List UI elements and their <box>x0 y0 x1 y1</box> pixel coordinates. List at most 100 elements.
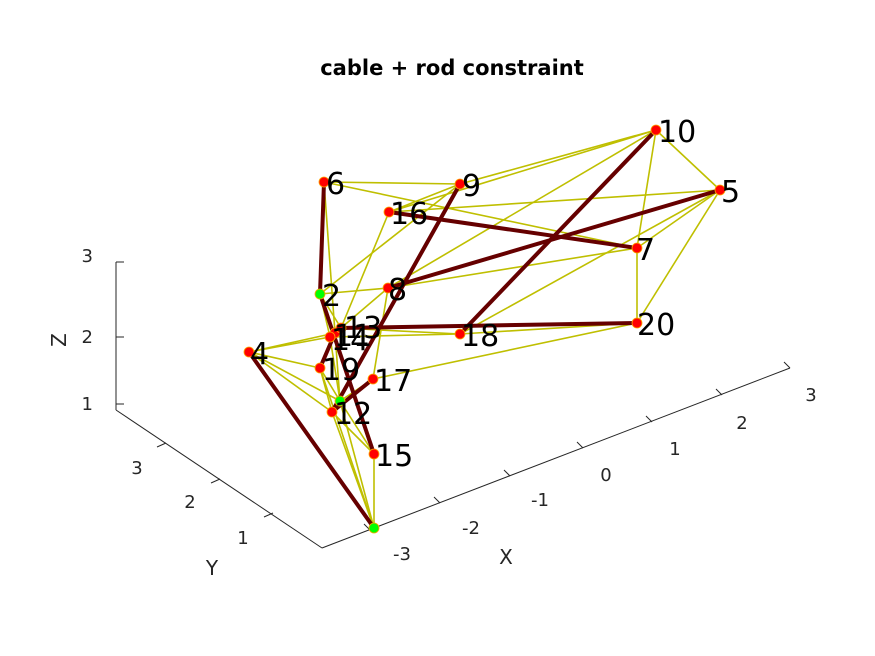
chart-title: cable + rod constraint <box>320 56 584 80</box>
cable-5-18 <box>459 189 721 335</box>
rod-16-7 <box>387 210 639 250</box>
node-label-13: 13 <box>344 311 382 346</box>
rod-4-1 <box>247 350 376 530</box>
cable-4-3 <box>248 351 341 402</box>
node-label-2: 2 <box>322 279 341 314</box>
y-tick-mark <box>210 478 221 484</box>
node-label-18: 18 <box>461 319 499 354</box>
x-tick-mark <box>503 469 511 477</box>
z-tick-label: 1 <box>82 394 93 415</box>
x-tick-mark <box>715 388 723 396</box>
cable-7-8 <box>387 247 638 289</box>
node-7 <box>631 242 643 254</box>
rods <box>247 128 722 530</box>
x-tick-label: 2 <box>736 413 747 434</box>
cable-6-9 <box>323 181 461 185</box>
rod-5-8 <box>386 188 722 290</box>
y-tick-label: 1 <box>237 528 248 549</box>
node-14 <box>324 331 336 343</box>
cable-10-8 <box>387 129 657 289</box>
rod-10-18 <box>458 128 658 336</box>
y-axis-label: Y <box>205 556 219 580</box>
node-18 <box>454 328 466 340</box>
cable-4-11 <box>248 332 336 353</box>
node-6 <box>318 176 330 188</box>
cable-9-2 <box>319 183 461 295</box>
cable-9-16 <box>388 183 461 213</box>
x-tick-label: 3 <box>805 385 816 406</box>
x-tick-mark <box>783 361 791 369</box>
node-9 <box>454 178 466 190</box>
x-tick-mark <box>645 415 653 423</box>
node-label-14: 14 <box>331 323 369 358</box>
node-label-12: 12 <box>334 397 372 432</box>
node-19 <box>314 362 326 374</box>
x-tick-label: 0 <box>600 465 611 486</box>
node-label-8: 8 <box>388 273 407 308</box>
cable-9-10 <box>459 129 657 185</box>
nodes <box>243 124 726 534</box>
node-label-17: 17 <box>374 364 412 399</box>
node-label-4: 4 <box>250 337 269 372</box>
x-tick-mark <box>576 441 584 449</box>
x-tick-label: 1 <box>669 439 680 460</box>
node-20 <box>631 317 643 329</box>
node-5 <box>714 184 726 196</box>
cable-8-17 <box>372 287 389 380</box>
y-tick-label: 3 <box>131 458 142 479</box>
node-label-16: 16 <box>390 197 428 232</box>
y-tick-mark <box>263 512 274 518</box>
x-tick-label: -2 <box>462 518 480 539</box>
node-2 <box>314 288 326 300</box>
node-label-10: 10 <box>658 115 696 150</box>
cable-6-7 <box>323 181 638 249</box>
node-3 <box>334 395 346 407</box>
node-17 <box>367 373 379 385</box>
cable-2-8 <box>319 287 389 295</box>
y-tick-mark <box>156 442 167 448</box>
cable-12-15 <box>331 411 375 455</box>
cable-4-19 <box>248 351 321 369</box>
cable-19-3 <box>319 367 341 402</box>
cable-5-20 <box>636 189 721 324</box>
cable-10-5 <box>655 129 721 191</box>
node-label-15: 15 <box>375 439 413 474</box>
node-label-7: 7 <box>636 233 655 268</box>
cable-4-12 <box>248 351 333 413</box>
cable-16-13 <box>340 211 390 329</box>
x-tick-mark <box>433 496 441 504</box>
rod-17-12 <box>330 377 375 414</box>
node-label-11: 11 <box>334 319 372 354</box>
node-label-9: 9 <box>462 169 481 204</box>
cable-8-13 <box>340 287 389 329</box>
cable-5-7 <box>636 189 721 249</box>
y-tick-label: 2 <box>184 492 195 513</box>
x-tick-label: -1 <box>531 490 549 511</box>
x-axis <box>321 367 791 549</box>
node-label-6: 6 <box>326 167 345 202</box>
node-label-20: 20 <box>637 308 675 343</box>
node-8 <box>382 282 394 294</box>
rod-9-12 <box>330 182 462 414</box>
node-15 <box>368 448 380 460</box>
rod-2-15 <box>318 292 376 456</box>
cable-3-15 <box>339 400 375 455</box>
x-tick-label: -3 <box>393 544 411 565</box>
z-tick-label: 3 <box>82 246 93 267</box>
cable-14-3 <box>329 336 341 402</box>
node-4 <box>243 346 255 358</box>
node-label-19: 19 <box>322 353 360 388</box>
z-axis-label: Z <box>47 333 71 347</box>
cable-3-1 <box>339 400 375 529</box>
cable-14-18 <box>329 333 461 338</box>
node-label-5: 5 <box>721 175 740 210</box>
rod-13-20 <box>339 321 639 330</box>
cable-10-7 <box>636 129 657 249</box>
node-16 <box>383 206 395 218</box>
x-axis-label: X <box>499 545 513 569</box>
cables <box>248 129 721 529</box>
